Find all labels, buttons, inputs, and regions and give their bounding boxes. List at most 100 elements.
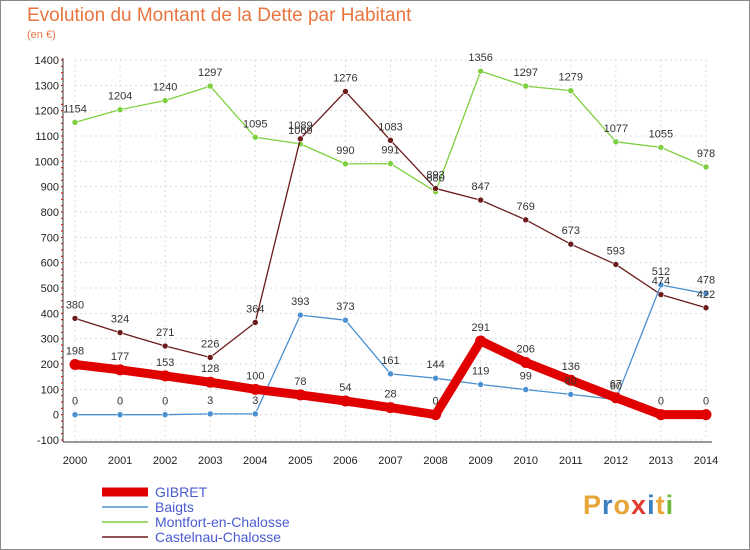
data-label: 478 [697,275,715,287]
data-point [297,135,304,143]
data-point [702,290,710,297]
data-label: 0 [433,396,439,408]
data-point [567,240,575,248]
data-point [159,370,171,382]
chart-subtitle: (en €) [27,29,56,41]
data-point [520,356,532,368]
data-point [71,411,79,418]
data-labels: 198 177 153 128 100 78 54 28 0 291 206 136 67 0 0 0 0 0 3 3… [63,52,715,408]
data-label: 474 [652,276,670,288]
data-point [567,87,575,94]
y-tick-label: 200 [41,359,59,371]
legend-label: Baigts [155,499,194,515]
data-label: 3 [252,395,258,407]
data-label: 1356 [468,52,492,64]
data-point [700,409,712,421]
data-label: 80 [565,375,577,387]
y-tick-label: -100 [37,435,59,447]
data-label: 373 [336,301,354,313]
x-tick-label: 2001 [108,455,132,467]
x-tick-label: 2014 [694,455,718,467]
x-tick-label: 2010 [513,455,537,467]
data-point [71,119,79,126]
data-label: 177 [111,351,129,363]
data-point [71,315,79,322]
y-tick-label: 0 [53,410,59,422]
logo-letter: x [631,490,648,520]
x-tick-label: 2011 [559,455,583,467]
data-point [161,342,169,350]
series-lines [69,67,712,421]
y-tick-label: 900 [41,182,59,194]
y-tick-label: 1000 [35,156,59,168]
data-label: 161 [381,355,399,367]
data-label: 847 [471,181,489,193]
y-tick-label: 1200 [35,106,59,118]
data-point [114,364,126,376]
data-point [522,386,530,393]
data-point [612,138,620,146]
data-label: 0 [703,396,709,408]
legend-label: GIBRET [155,484,208,500]
x-tick-label: 2012 [604,455,628,467]
data-point [565,374,577,386]
x-tick-label: 2013 [649,455,673,467]
y-tick-label: 400 [41,308,59,320]
data-label: 364 [246,303,264,315]
data-label: 0 [72,396,78,408]
y-tick-label: 100 [41,384,59,396]
data-label: 60 [610,380,622,392]
data-point [702,304,710,312]
data-label: 100 [246,370,264,382]
logo-letter: t [655,490,666,520]
data-point [475,335,487,347]
data-point [206,82,214,90]
data-label: 28 [384,389,396,401]
data-point [251,410,259,418]
data-point [522,216,530,224]
data-point [522,82,530,90]
data-label: 0 [658,396,664,408]
data-label: 380 [66,299,84,311]
data-label: 880 [426,173,444,185]
data-label: 1095 [243,118,267,130]
data-point [430,409,442,421]
y-tick-label: 300 [41,334,59,346]
x-tick-label: 2000 [63,455,87,467]
logo-letter: i [665,490,675,520]
data-label: 1055 [649,128,673,140]
data-label: 393 [291,296,309,308]
data-label: 673 [562,225,580,237]
data-point [702,163,710,171]
data-point [339,395,351,407]
data-point [161,97,169,104]
data-point [387,370,394,378]
data-label: 226 [201,338,219,350]
data-label: 1297 [198,67,222,79]
data-point [385,402,396,414]
data-point [432,185,439,192]
y-tick-label: 500 [41,283,59,295]
data-label: 593 [607,245,625,257]
data-label: 1083 [378,121,402,133]
x-tick-label: 2009 [468,455,492,467]
data-label: 54 [339,382,351,394]
data-label: 1276 [333,72,357,84]
data-point [116,411,124,418]
data-label: 136 [562,361,580,373]
data-label: 1240 [153,82,177,94]
legend-label: Montfort-en-Chalosse [155,514,290,530]
data-point [432,374,439,382]
y-tick-label: 1400 [35,55,59,67]
data-label: 0 [117,396,123,408]
data-label: 206 [517,343,535,355]
axes: -100010020030040050060070080090010001100… [35,55,719,467]
data-point [610,392,622,404]
data-point [657,144,665,151]
x-tick-label: 2005 [288,455,312,467]
data-point [567,391,575,398]
data-label: 78 [294,376,306,388]
data-point [116,106,124,113]
